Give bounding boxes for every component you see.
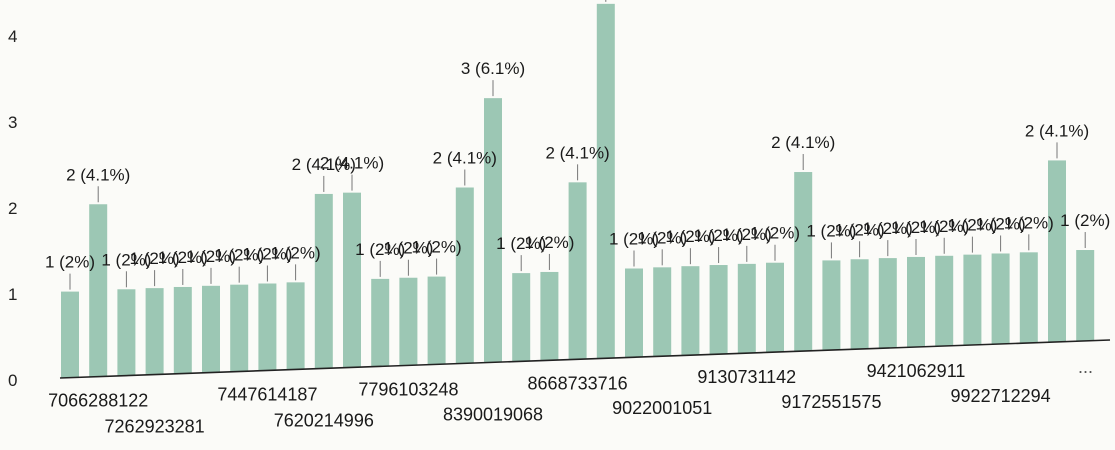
y-tick-label: 2 [8,199,17,218]
x-tick-label: 8668733716 [528,373,628,393]
bar [230,284,249,372]
data-label: 1 (2%) [214,246,264,265]
bar [258,283,277,371]
x-tick-label: 8390019068 [443,404,543,424]
data-label: 1 (2%) [637,228,687,247]
bar [1019,252,1038,343]
x-tick-label: 7447614187 [217,384,317,404]
data-label: 1 (2%) [947,216,997,235]
x-tick-label: 9172551575 [781,392,881,412]
bar [596,3,615,359]
data-label: 2 (4.1%) [292,155,356,174]
data-label: 1 (2%) [1060,211,1110,230]
bar [625,268,643,358]
bar [822,260,841,351]
data-label: 1 (2%) [496,234,546,253]
data-label: 1 (2%) [242,245,292,264]
x-tick-label: 9022001051 [612,398,712,418]
x-tick-label: 7796103248 [358,379,458,399]
data-label: 1 (2%) [694,226,744,245]
y-tick-label: 4 [8,27,17,46]
data-label: 2 (4.1%) [433,148,497,167]
x-tick-label: 9922712294 [951,386,1051,406]
bar [709,265,728,355]
y-tick-label: 1 [8,285,17,304]
bar [484,98,502,363]
data-label: 1 (2%) [45,253,95,272]
bar [766,262,784,353]
bar [878,258,897,349]
data-label: 2 (4.1%) [66,165,130,184]
y-tick-label: 0 [8,371,17,390]
x-tick-label: 9421062911 [867,361,966,381]
bar [991,253,1010,344]
more-categories-ellipsis: ... [1078,357,1093,377]
data-label: 1 (2%) [130,249,180,268]
bar [286,282,305,370]
bar [653,267,672,357]
bar [737,263,756,354]
data-label: 3 (6.1%) [461,59,525,78]
y-tick-label: 3 [8,113,17,132]
data-label: 1 (2%) [355,240,405,259]
bar [681,266,700,356]
data-label: 1 (2%) [101,250,151,269]
bar-series [61,3,1095,378]
data-label: 1 (2%) [271,243,321,262]
x-tick-label: 9130731142 [697,367,796,387]
data-label: 1 (2%) [919,217,969,236]
bar [117,289,136,376]
x-axis-line [59,339,1111,379]
data-label: 1 (2%) [609,229,659,248]
bar [173,286,192,374]
bar [427,276,446,365]
bar [371,278,390,367]
data-label: 2 (4.1%) [545,143,609,162]
data-label: 1 (2%) [524,233,574,252]
bar [89,204,108,377]
bar [568,182,587,360]
x-tick-label: 7066288122 [48,391,148,411]
x-tick-label: 7620214996 [274,410,374,430]
data-label: 2 (4.1%) [1025,121,1089,140]
data-label: 2 (4.1%) [771,133,835,152]
bar [794,172,813,352]
data-label: 1 (2%) [750,224,800,243]
data-label: 1 (2%) [976,214,1026,233]
bar [963,254,982,345]
data-label: 1 (2%) [835,220,885,239]
bar [907,256,925,348]
data-label: 1 (2%) [186,247,236,266]
bar [145,288,164,375]
data-label: 1 (2%) [806,221,856,240]
bar [61,291,79,378]
data-label: 1 (2%) [891,218,941,237]
x-axis-tick-labels: 7066288122 7262923281 7447614187 7620214996… [48,361,1051,437]
data-label: 1 (2%) [383,239,433,258]
bar [512,273,531,362]
data-label: 1 (2%) [722,225,772,244]
bar [540,271,559,361]
data-label: 2 (4.1%) [320,154,384,173]
bar [343,192,361,368]
data-label: 1 (2%) [412,238,462,257]
x-tick-label: 7262923281 [105,417,205,437]
data-label: 1 (2%) [665,227,715,246]
bar [1048,160,1066,342]
data-label: 1 (2%) [863,219,913,238]
bar [314,193,333,369]
data-label: 1 (2%) [158,248,208,267]
bar [850,259,869,350]
data-label: 1 (2%) [1004,213,1054,232]
data-labels: 1 (2%)2 (4.1%)1 (2%)1 (2%)1 (2%)1 (2%)1 … [45,0,1110,290]
bar [1076,250,1095,341]
y-axis-tick-labels: 0 1 2 3 4 [8,27,17,390]
bar [935,255,954,347]
bar [455,187,474,364]
bar [202,285,220,373]
bar [399,277,418,366]
